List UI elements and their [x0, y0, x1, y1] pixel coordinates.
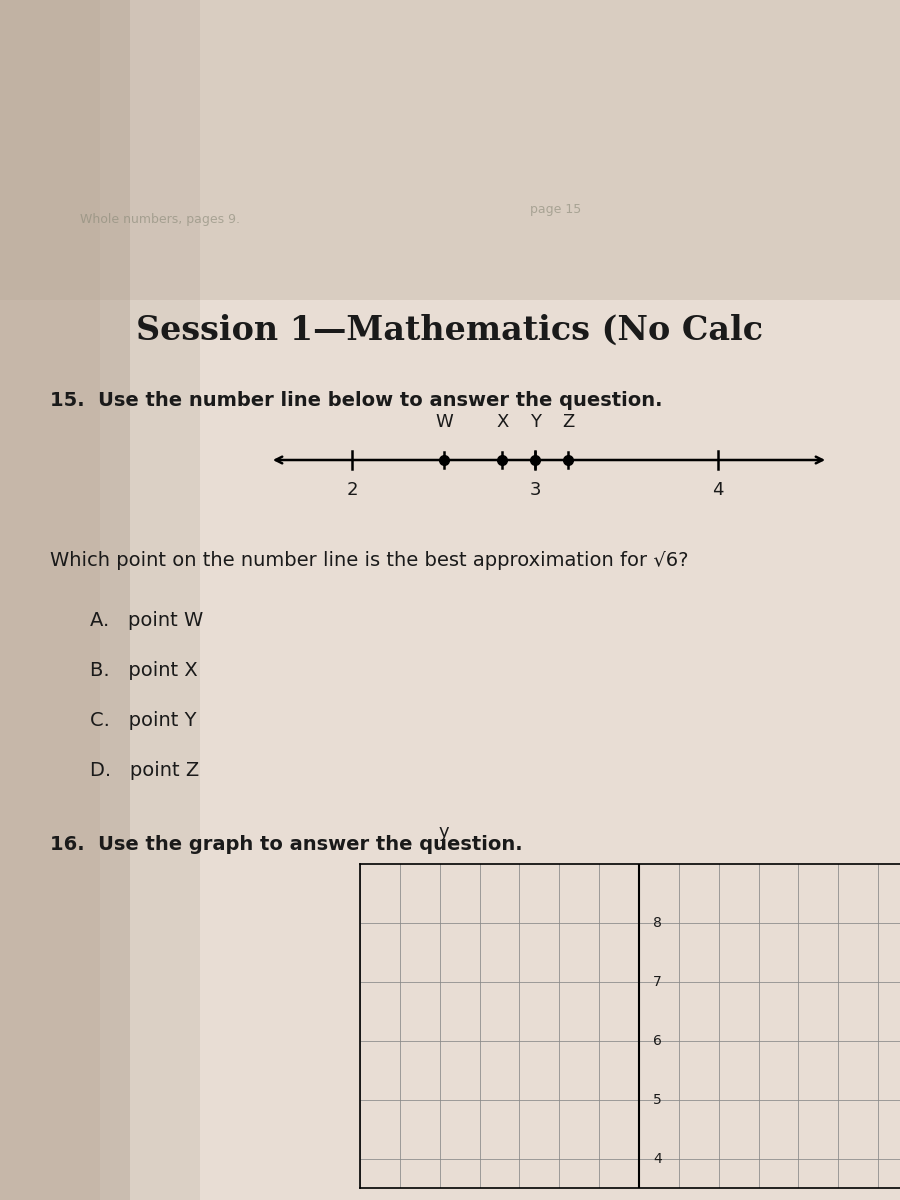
Text: Y: Y	[530, 413, 541, 432]
Text: y: y	[438, 823, 449, 841]
Text: C.   point Y: C. point Y	[90, 710, 196, 730]
Text: A.   point W: A. point W	[90, 611, 203, 630]
Text: 15.  Use the number line below to answer the question.: 15. Use the number line below to answer …	[50, 390, 662, 409]
Text: Session 1—Mathematics (No Calc: Session 1—Mathematics (No Calc	[137, 313, 763, 347]
Text: Which point on the number line is the best approximation for √6?: Which point on the number line is the be…	[50, 551, 688, 570]
FancyBboxPatch shape	[0, 0, 900, 300]
Text: W: W	[435, 413, 453, 432]
Text: 4: 4	[653, 1152, 662, 1165]
Text: 7: 7	[653, 974, 662, 989]
Text: X: X	[496, 413, 508, 432]
Text: 2: 2	[346, 481, 358, 499]
Text: 3: 3	[529, 481, 541, 499]
Text: D.   point Z: D. point Z	[90, 761, 199, 780]
Text: Z: Z	[562, 413, 574, 432]
Text: Whole numbers, pages 9.: Whole numbers, pages 9.	[80, 214, 240, 227]
Text: B.   point X: B. point X	[90, 660, 198, 679]
FancyBboxPatch shape	[100, 0, 200, 1200]
Text: 4: 4	[713, 481, 724, 499]
Text: 5: 5	[653, 1093, 662, 1106]
Text: 16.  Use the graph to answer the question.: 16. Use the graph to answer the question…	[50, 835, 523, 854]
Text: page 15: page 15	[530, 204, 581, 216]
FancyBboxPatch shape	[0, 0, 130, 1200]
Text: 8: 8	[653, 916, 662, 930]
Text: 6: 6	[653, 1033, 662, 1048]
